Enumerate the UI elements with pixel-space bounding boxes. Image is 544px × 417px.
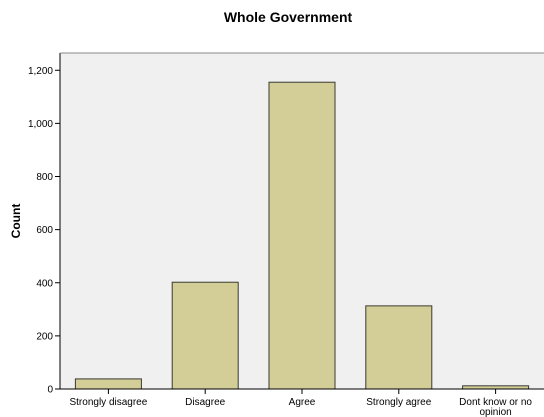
x-tick-label-3: Strongly agree — [366, 397, 431, 408]
y-tick-label-3: 600 — [36, 225, 53, 236]
x-tick-label-0: Strongly disagree — [69, 397, 147, 408]
y-tick-label-5: 1,000 — [28, 119, 53, 130]
x-tick-label-4: Dont know or no opinion — [459, 397, 532, 417]
bar-2 — [268, 81, 336, 390]
x-axis-labels: Strongly disagree Disagree Agree Strongly a… — [69, 389, 532, 417]
y-tick-label-2: 400 — [36, 278, 53, 289]
y-tick-label-1: 200 — [36, 331, 53, 342]
x-tick-label-1: Disagree — [185, 397, 225, 408]
bar-1 — [171, 281, 239, 390]
y-axis-label: Count — [9, 204, 23, 239]
bar-3 — [365, 305, 433, 390]
bar-group — [74, 81, 530, 390]
x-tick-label-2: Agree — [289, 397, 316, 408]
chart-title: Whole Government — [224, 9, 353, 25]
y-axis-ticks: 0 200 400 600 800 1,000 1,200 — [28, 66, 60, 396]
y-tick-label-4: 800 — [36, 172, 53, 183]
y-tick-label-6: 1,200 — [28, 66, 53, 77]
bar-0 — [74, 378, 142, 390]
y-tick-label-0: 0 — [47, 385, 53, 396]
